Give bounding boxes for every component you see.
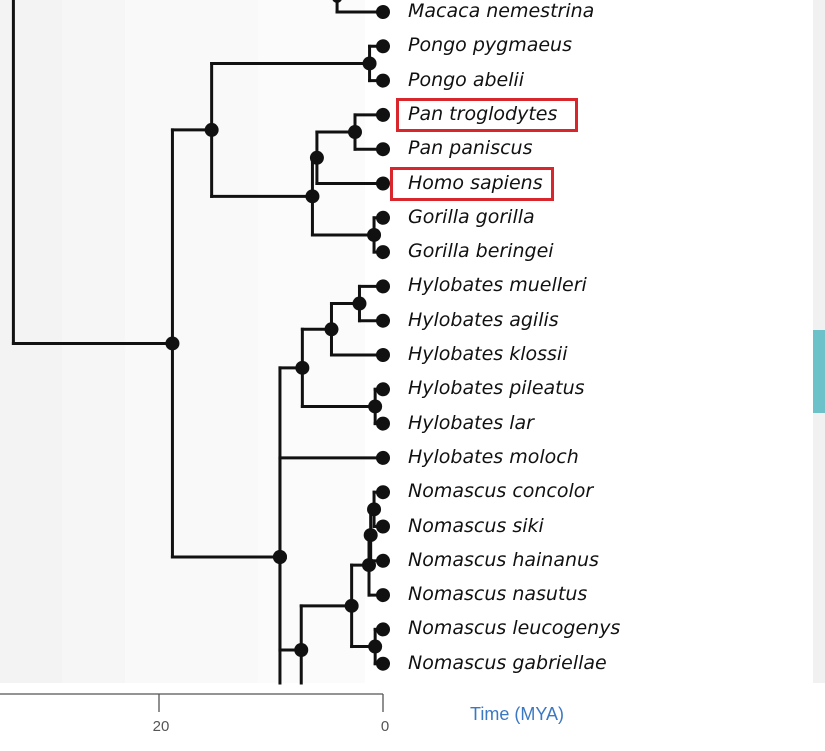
leaf-node[interactable] xyxy=(376,553,390,568)
internal-node[interactable] xyxy=(368,399,383,414)
internal-node[interactable] xyxy=(368,639,383,654)
leaf-label[interactable]: Hylobates pileatus xyxy=(408,377,585,400)
time-band xyxy=(258,0,365,683)
internal-node[interactable] xyxy=(352,296,367,311)
leaf-label[interactable]: Hylobates moloch xyxy=(408,445,579,468)
internal-node[interactable] xyxy=(309,150,324,165)
leaf-node[interactable] xyxy=(376,210,390,225)
internal-node[interactable] xyxy=(332,0,342,3)
leaf-label[interactable]: Hylobates lar xyxy=(408,411,534,434)
highlight-box xyxy=(390,166,554,201)
axis-title: Time (MYA) xyxy=(470,704,564,724)
axis-tick-label: 0 xyxy=(380,718,390,735)
leaf-node[interactable] xyxy=(376,416,390,431)
leaf-label[interactable]: Homo sapiens xyxy=(408,171,543,194)
leaf-label[interactable]: Gorilla gorilla xyxy=(408,205,535,228)
leaf-label[interactable]: Gorilla beringei xyxy=(408,240,554,263)
leaf-node[interactable] xyxy=(376,176,390,191)
internal-node[interactable] xyxy=(294,643,309,657)
scrollbar-thumb[interactable] xyxy=(813,330,825,413)
internal-node[interactable] xyxy=(272,550,287,564)
leaf-label[interactable]: Hylobates klossii xyxy=(408,343,568,365)
leaf-label[interactable]: Nomascus leucogenys xyxy=(408,617,621,640)
leaf-node[interactable] xyxy=(376,245,390,260)
leaf-node[interactable] xyxy=(376,588,390,603)
leaf-node[interactable] xyxy=(376,485,390,500)
leaf-label[interactable]: Pongo pygmaeus xyxy=(408,34,572,57)
leaf-label[interactable]: Nomascus siki xyxy=(408,514,544,537)
leaf-label[interactable]: Nomascus concolor xyxy=(408,480,594,503)
leaf-node[interactable] xyxy=(376,348,390,362)
leaf-label[interactable]: Pan troglodytes xyxy=(408,102,558,125)
leaf-node[interactable] xyxy=(376,107,390,122)
leaf-label[interactable]: Nomascus gabriellae xyxy=(408,651,607,674)
axis-tick-label: 20 xyxy=(152,718,170,735)
leaf-node[interactable] xyxy=(376,622,390,637)
internal-node[interactable] xyxy=(204,122,219,137)
leaf-node[interactable] xyxy=(376,450,390,465)
internal-node[interactable] xyxy=(348,125,362,140)
internal-node[interactable] xyxy=(295,360,310,375)
leaf-label[interactable]: Nomascus nasutus xyxy=(408,583,588,606)
internal-node[interactable] xyxy=(362,56,377,71)
leaf-label[interactable]: Pongo abelii xyxy=(408,68,525,91)
leaf-node[interactable] xyxy=(376,313,390,328)
internal-node[interactable] xyxy=(324,322,339,337)
leaf-node[interactable] xyxy=(376,73,390,88)
leaf-node[interactable] xyxy=(376,279,390,294)
internal-node[interactable] xyxy=(367,227,382,242)
time-band xyxy=(125,0,258,683)
leaf-label[interactable]: Hylobates agilis xyxy=(408,308,559,331)
leaf-label[interactable]: Nomascus hainanus xyxy=(408,548,599,571)
internal-node[interactable] xyxy=(363,528,378,543)
time-band xyxy=(62,0,125,683)
leaf-node[interactable] xyxy=(376,39,390,54)
time-band xyxy=(0,0,62,683)
internal-node[interactable] xyxy=(344,598,359,613)
leaf-label[interactable]: Macaca nemestrina xyxy=(408,0,595,22)
internal-node[interactable] xyxy=(362,558,376,573)
leaf-label[interactable]: Hylobates muelleri xyxy=(408,274,587,297)
leaf-node[interactable] xyxy=(376,5,390,19)
internal-node[interactable] xyxy=(165,336,180,351)
highlight-box xyxy=(396,97,578,132)
leaf-node[interactable] xyxy=(376,382,390,397)
leaf-node[interactable] xyxy=(376,656,390,671)
leaf-label[interactable]: Pan paniscus xyxy=(408,137,533,160)
internal-node[interactable] xyxy=(367,502,382,517)
internal-node[interactable] xyxy=(305,189,320,204)
leaf-node[interactable] xyxy=(376,519,390,534)
leaf-node[interactable] xyxy=(376,142,390,157)
